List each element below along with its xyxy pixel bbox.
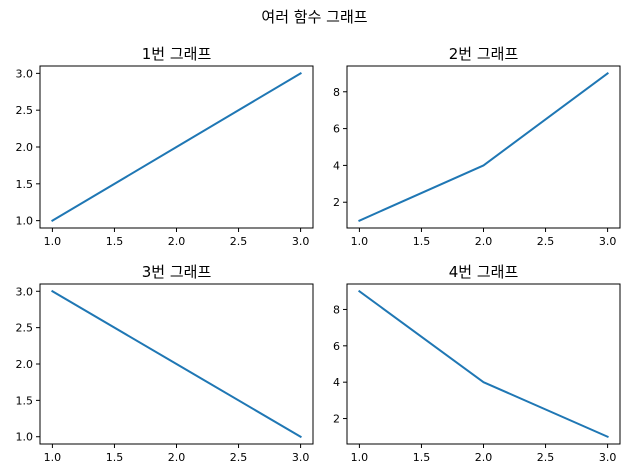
subplot-1: 1번 그래프 1.0 1.5 2.0 2.5 3.0 1.0 1.5 2.0 2.5 3.0 [16,45,314,248]
subplot-4-xtick-label: 1.5 [413,451,431,464]
subplot-1-title: 1번 그래프 [142,45,212,63]
subplot-1-ytick-label: 1.0 [16,215,34,228]
subplot-4-series-line [358,289,609,439]
subplot-3-ytick-label: 1.5 [16,394,34,407]
subplot-2-series-line [358,71,609,222]
subplot-2-xtick-label: 2.5 [537,235,555,248]
subplot-1-ytick-label: 3.0 [16,67,34,80]
subplot-2: 2번 그래프 1.0 1.5 2.0 2.5 3.0 2 4 6 8 [333,45,621,248]
subplot-2-ytick-label: 4 [333,159,340,172]
subplot-2-title: 2번 그래프 [449,45,519,63]
subplot-1-ytick-label: 2.0 [16,141,34,154]
figure-title: 여러 함수 그래프 [261,8,367,26]
subplot-4-xtick-label: 3.0 [599,451,617,464]
subplot-4-ytick-label: 2 [333,413,340,426]
subplot-3-title: 3번 그래프 [142,263,212,281]
subplot-4-title: 4번 그래프 [449,263,519,281]
subplot-1-series-line [51,71,302,223]
subplot-4-ytick-label: 4 [333,376,340,389]
subplot-3-xtick-label: 2.0 [168,451,186,464]
subplot-4-ytick-label: 8 [333,303,340,316]
subplot-1-xtick-label: 3.0 [292,235,310,248]
subplot-3-ytick-label: 1.0 [16,431,34,444]
subplot-4-xtick-label: 1.0 [351,451,369,464]
subplot-2-xtick-label: 1.0 [351,235,369,248]
subplot-2-ytick-label: 8 [333,86,340,99]
subplot-1-xtick-label: 1.0 [44,235,62,248]
subplot-3-series-line [51,289,302,439]
subplot-3: 3번 그래프 1.0 1.5 2.0 2.5 3.0 1.0 1.5 2.0 2.5 3.0 [16,263,314,464]
subplot-3-ytick-label: 3.0 [16,285,34,298]
subplot-4-xtick-label: 2.0 [475,451,493,464]
subplot-2-xtick-label: 2.0 [475,235,493,248]
subplot-4-xtick-label: 2.5 [537,451,555,464]
subplot-3-ytick-label: 2.5 [16,322,34,335]
subplot-2-ytick-label: 2 [333,196,340,209]
subplot-2-ytick-label: 6 [333,123,340,136]
subplot-2-frame [346,65,621,229]
subplot-1-xtick-label: 2.0 [168,235,186,248]
subplot-4: 4번 그래프 1.0 1.5 2.0 2.5 3.0 2 4 6 8 [333,263,621,464]
subplot-3-xtick-label: 3.0 [292,451,310,464]
subplot-4-frame [346,283,621,445]
subplot-3-xtick-label: 1.0 [44,451,62,464]
subplot-1-xtick-label: 1.5 [106,235,124,248]
subplot-2-xtick-label: 3.0 [599,235,617,248]
subplot-3-xtick-label: 2.5 [230,451,248,464]
subplot-1-ytick-label: 1.5 [16,178,34,191]
subplot-3-ytick-label: 2.0 [16,358,34,371]
subplot-1-xtick-label: 2.5 [230,235,248,248]
subplot-4-ytick-label: 6 [333,340,340,353]
subplot-3-xtick-label: 1.5 [106,451,124,464]
subplot-1-ytick-label: 2.5 [16,104,34,117]
subplot-2-xtick-label: 1.5 [413,235,431,248]
